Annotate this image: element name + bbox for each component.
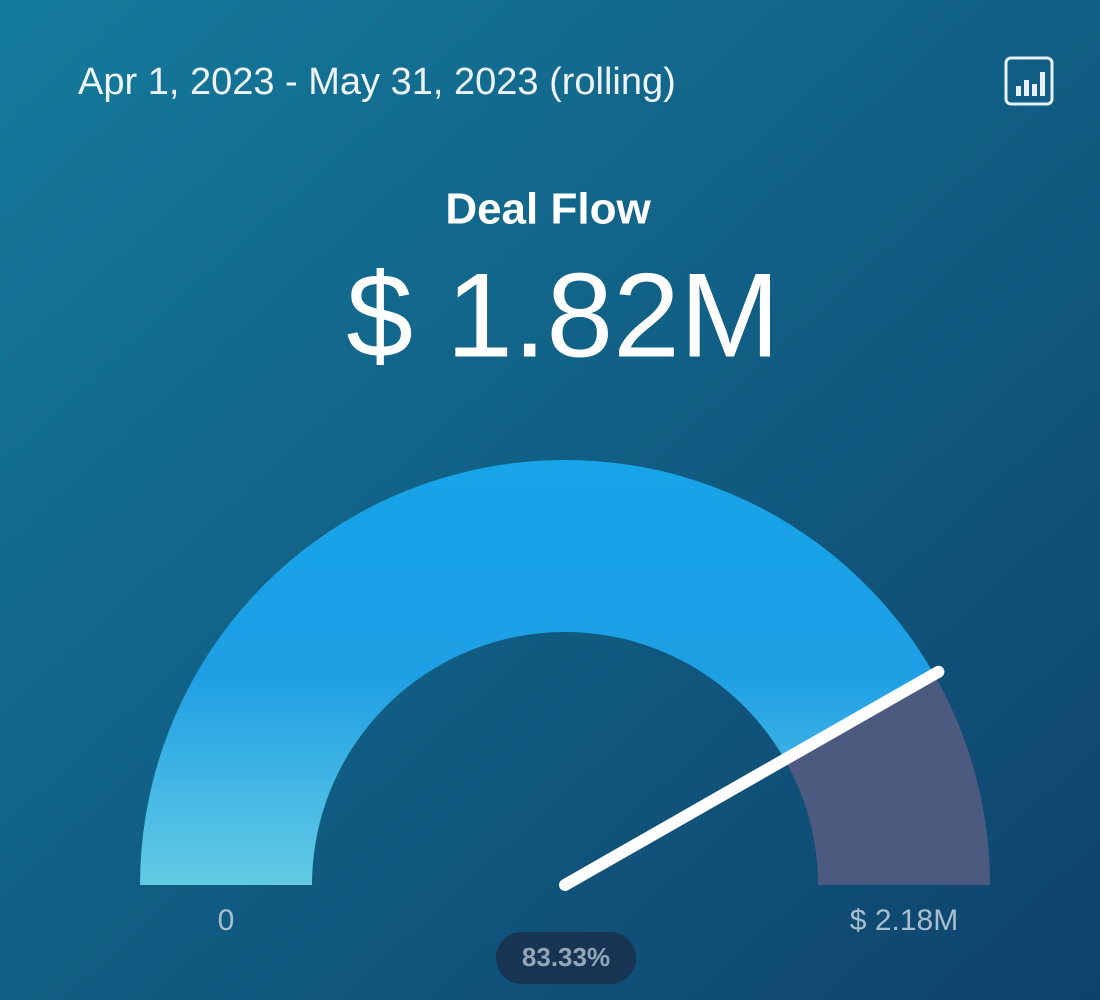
percent-pill [496,932,636,984]
chart-icon[interactable] [1004,56,1054,106]
percent-label: 83.33% [522,942,610,972]
chart-title: Deal Flow [445,185,651,234]
date-range: Apr 1, 2023 - May 31, 2023 (rolling) [78,61,676,103]
gauge-tick-label: $ 2.18M [850,904,958,937]
value-label: $ 1.82M [346,249,780,383]
needle [559,665,945,891]
gauge-remainder [784,674,990,885]
gauge-fill [140,459,935,885]
gauge: 0 $ 2.18M 83.33% [140,459,990,984]
gauge-tick-label: 0 [218,904,235,937]
